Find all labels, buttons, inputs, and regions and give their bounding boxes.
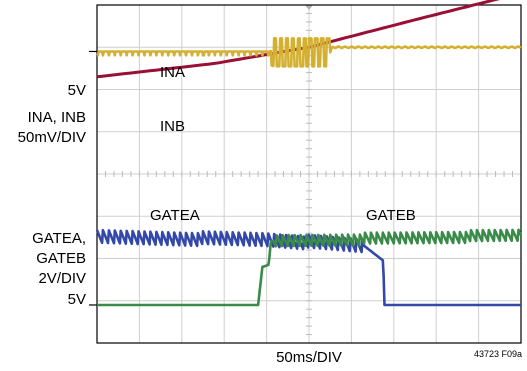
ina-series-label: INA	[160, 64, 185, 81]
inb-series-label: INB	[160, 118, 185, 135]
plot-frame	[96, 4, 522, 344]
lower-channel-label-line1: GATEA,	[32, 230, 86, 247]
traces	[95, 0, 523, 307]
upper-reference-level-label: 5V	[68, 82, 86, 99]
upper-channel-label: INA, INB	[28, 109, 86, 126]
upper-vertical-scale: 50mV/DIV	[18, 129, 86, 146]
gateb-trace	[95, 228, 522, 307]
lower-reference-level-label: 5V	[68, 291, 86, 308]
lower-vertical-scale: 2V/DIV	[38, 270, 86, 287]
time-scale-label: 50ms/DIV	[276, 349, 342, 366]
gatea-trace	[96, 228, 523, 307]
trigger-marker	[305, 5, 313, 10]
gatea-series-label: GATEA	[150, 207, 200, 224]
graticule	[89, 4, 522, 344]
ina-trace	[96, 36, 522, 68]
figure-code: 43723 F09a	[474, 349, 522, 359]
lower-channel-label-line2: GATEB	[36, 250, 86, 267]
gateb-series-label: GATEB	[366, 207, 416, 224]
